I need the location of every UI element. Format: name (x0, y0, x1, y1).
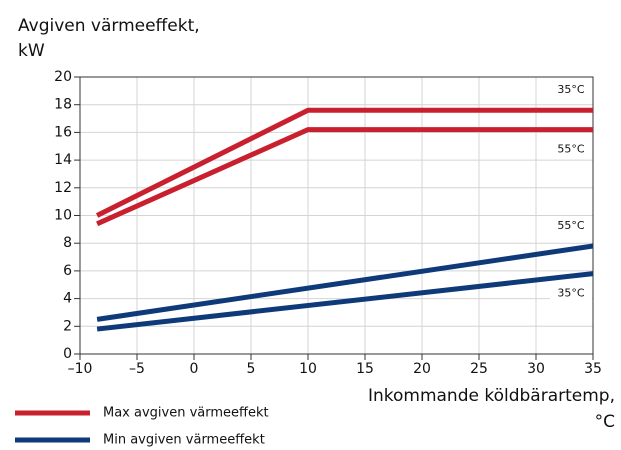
legend-label: Max avgiven värmeeffekt (103, 406, 269, 421)
x-tick-label: 20 (413, 361, 431, 377)
y-tick-label: 0 (63, 346, 72, 362)
y-tick-label: 4 (63, 291, 72, 307)
line-label: 55°C (557, 143, 584, 156)
line-label: 55°C (557, 219, 584, 232)
x-tick-label: 30 (527, 361, 545, 377)
y-tick-label: 14 (54, 152, 72, 168)
x-tick-label: 35 (584, 361, 602, 377)
label-box (550, 81, 592, 100)
line-label: 35°C (557, 83, 584, 96)
y-tick-label: 2 (63, 318, 72, 334)
x-axis-title: Inkommande köldbärartemp, (368, 386, 615, 406)
y-tick-label: 8 (63, 235, 72, 251)
plot-frame (79, 76, 594, 355)
series-line (96, 127, 593, 227)
y-tick-label: 6 (63, 263, 72, 279)
legend-label: Min avgiven värmeeffekt (103, 433, 265, 448)
label-box (550, 284, 592, 303)
series-line (95, 107, 593, 218)
line-label: 35°C (557, 287, 584, 300)
label-box (550, 140, 592, 159)
x-tick-label: 10 (299, 361, 317, 377)
y-tick-label: 12 (54, 180, 72, 196)
x-tick-label: 5 (247, 361, 256, 377)
y-tick-label: 18 (54, 97, 72, 113)
x-tick-label: 0 (190, 361, 199, 377)
x-tick-label: 15 (356, 361, 374, 377)
y-axis-title: Avgiven värmeeffekt, (18, 16, 200, 36)
series-line (96, 243, 594, 322)
x-axis-title: °C (595, 412, 615, 432)
label-box (550, 216, 592, 235)
x-tick-label: –5 (129, 361, 145, 377)
x-tick-label: –10 (68, 361, 93, 377)
x-tick-label: 25 (470, 361, 488, 377)
y-tick-label: 10 (54, 208, 72, 224)
series-line (96, 271, 594, 332)
y-tick-label: 20 (54, 69, 72, 85)
y-axis-title: kW (18, 41, 45, 61)
y-tick-label: 16 (54, 124, 72, 140)
